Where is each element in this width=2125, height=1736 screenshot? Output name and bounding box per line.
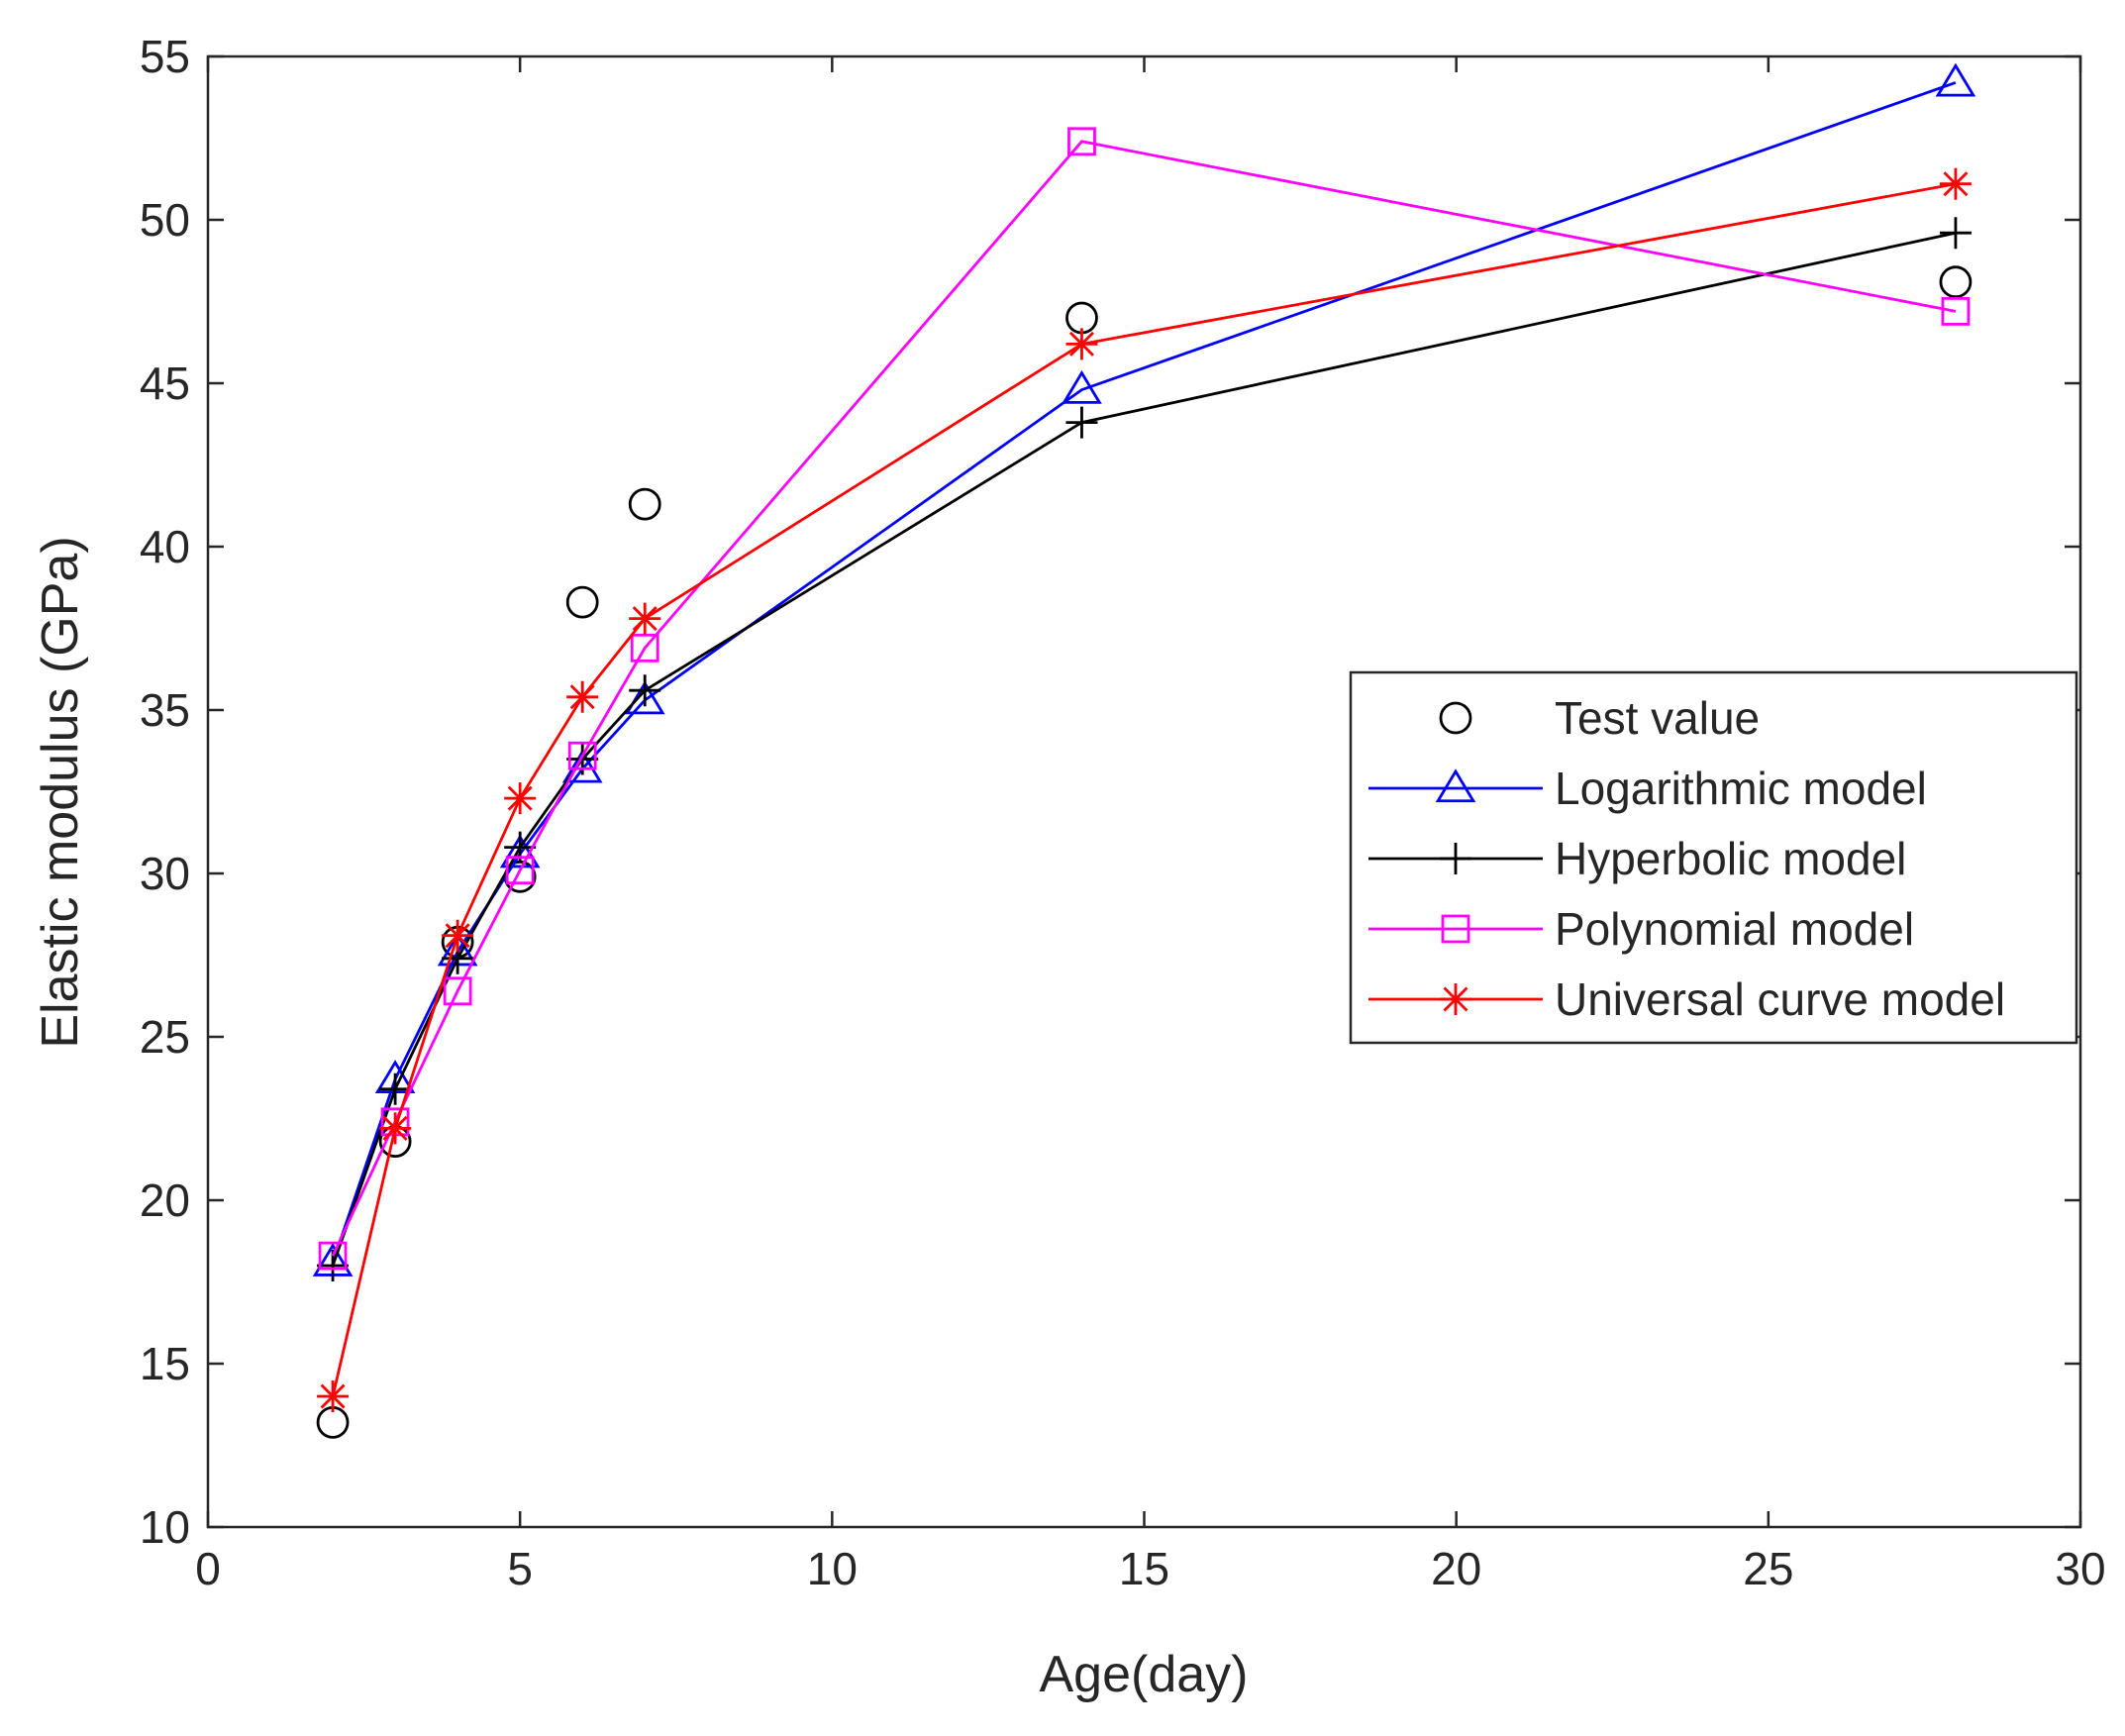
data-point (1062, 369, 1102, 404)
legend-marker (1440, 983, 1471, 1015)
legend-label: Test value (1555, 692, 1760, 744)
data-point (1065, 328, 1098, 360)
data-point (629, 602, 661, 635)
x-tick-label: 30 (2055, 1543, 2105, 1594)
legend-item: Universal curve model (1368, 973, 2005, 1025)
data-point (442, 919, 474, 952)
series-line (331, 231, 1957, 1267)
y-tick-label: 40 (140, 521, 190, 572)
data-point (504, 782, 537, 815)
x-tick-label: 20 (1431, 1543, 1481, 1594)
data-point (1939, 217, 1972, 250)
data-point (379, 1072, 412, 1105)
y-tick-label: 15 (140, 1338, 190, 1389)
data-point (1065, 406, 1098, 439)
series-line (331, 182, 1957, 1397)
y-tick-label: 10 (140, 1501, 190, 1553)
x-tick-label: 10 (807, 1543, 858, 1594)
legend-item: Polynomial model (1368, 903, 1914, 955)
legend: Test value Logarithmic model Hyperbolic mo… (1349, 670, 2078, 1045)
y-axis-label: Elastic modulus (GPa) (32, 536, 89, 1048)
data-point (1067, 127, 1096, 156)
data-point (629, 674, 661, 707)
data-point (566, 680, 599, 713)
data-point (379, 1112, 412, 1145)
data-point (1939, 265, 1973, 299)
data-point (505, 856, 535, 885)
y-tick-label: 55 (140, 31, 190, 82)
y-tick-label: 50 (140, 194, 190, 246)
axis-layer: 0 5 10 15 20 25 30 10 15 20 25 30 35 40 45 50 55 (140, 31, 2106, 1594)
data-point (1941, 296, 1971, 326)
x-tick-label: 15 (1119, 1543, 1169, 1594)
legend-marker (1439, 701, 1472, 735)
legend-item: Test value (1439, 692, 1760, 744)
legend-label: Universal curve model (1555, 973, 2005, 1025)
data-point (1939, 167, 1972, 200)
y-tick-label: 30 (140, 848, 190, 899)
legend-item: Logarithmic model (1368, 763, 1927, 814)
legend-label: Hyperbolic model (1555, 833, 1906, 884)
legend-marker (1441, 914, 1470, 944)
data-point (628, 487, 661, 521)
series-hyperbolic-model (317, 217, 1972, 1281)
data-point (443, 976, 472, 1006)
x-tick-label: 25 (1743, 1543, 1793, 1594)
legend-marker (1440, 843, 1471, 874)
x-tick-label: 5 (507, 1543, 533, 1594)
y-tick-label: 35 (140, 684, 190, 736)
x-axis-label: Age(day) (1040, 1646, 1249, 1703)
data-point (567, 741, 597, 770)
series-universal-curve-model (317, 167, 1972, 1412)
data-point (1935, 62, 1976, 97)
legend-label: Polynomial model (1555, 903, 1914, 955)
legend-item: Hyperbolic model (1368, 833, 1906, 884)
series-layer (312, 62, 1976, 1439)
data-point (565, 585, 599, 619)
data-point (317, 1380, 350, 1412)
x-tick-label: 0 (195, 1543, 221, 1594)
data-point (630, 633, 659, 663)
y-tick-label: 25 (140, 1011, 190, 1063)
legend-marker (1435, 768, 1476, 803)
data-point (318, 1241, 348, 1271)
y-tick-label: 45 (140, 357, 190, 409)
y-tick-label: 20 (140, 1174, 190, 1226)
data-point (561, 749, 603, 783)
legend-label: Logarithmic model (1555, 763, 1927, 814)
